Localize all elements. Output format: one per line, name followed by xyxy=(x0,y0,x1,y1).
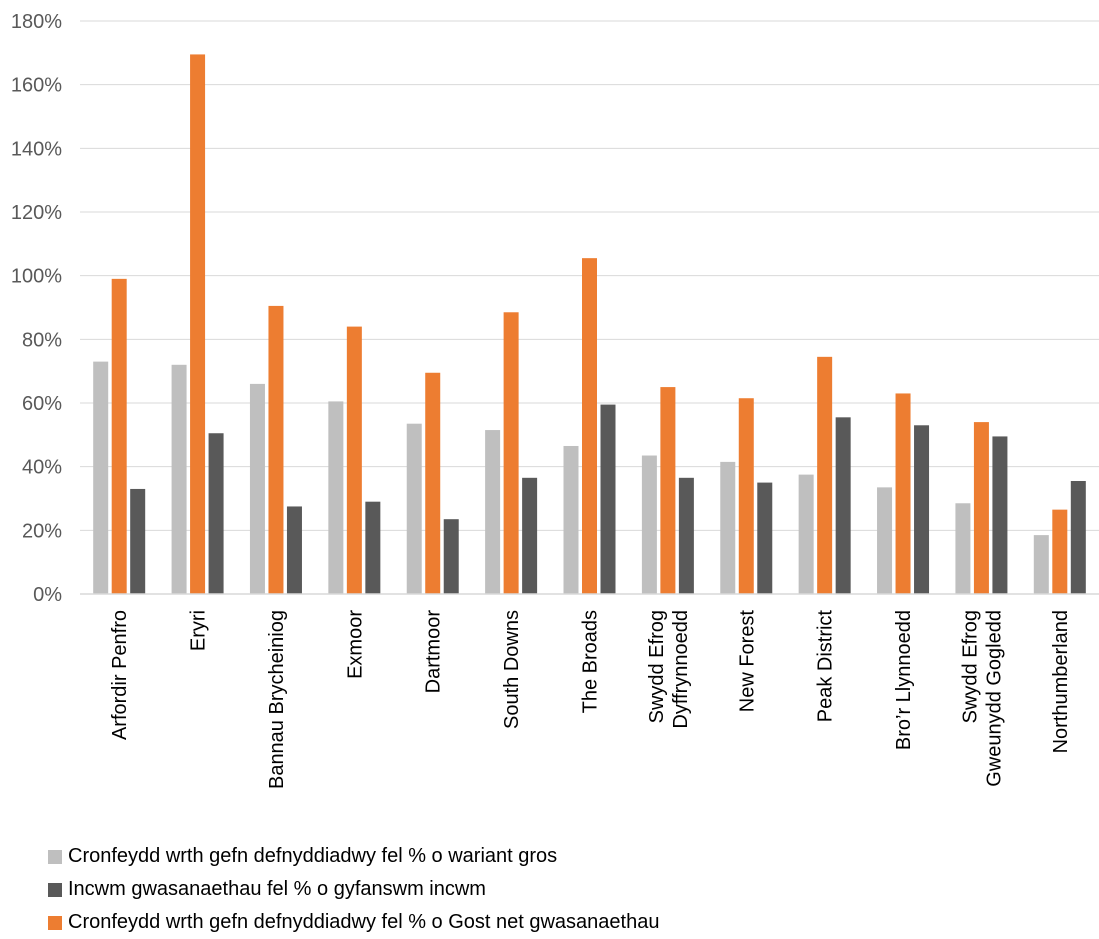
bar xyxy=(600,404,616,594)
bar xyxy=(895,393,911,594)
bar xyxy=(425,372,441,594)
bar xyxy=(798,474,814,594)
y-tick-label: 0% xyxy=(33,584,62,606)
bar xyxy=(757,482,773,594)
bar xyxy=(503,312,519,594)
bar xyxy=(660,387,676,594)
y-tick-label: 140% xyxy=(11,138,62,160)
legend-label: Cronfeydd wrth gefn defnyddiadwy fel % o… xyxy=(68,845,558,867)
bar xyxy=(678,477,694,594)
y-tick-label: 80% xyxy=(22,329,62,351)
bar xyxy=(973,422,989,594)
x-tick-label: New Forest xyxy=(736,610,758,713)
x-tick-label: Swydd Efrog xyxy=(959,610,981,723)
bar xyxy=(286,506,302,594)
bar xyxy=(955,503,971,594)
bar xyxy=(563,445,579,594)
x-tick-label: Gweunydd Gogledd xyxy=(983,610,1005,787)
x-tick-label: Arfordir Penfro xyxy=(109,610,131,740)
bar xyxy=(485,430,501,594)
bar xyxy=(111,278,127,594)
bar xyxy=(641,455,657,594)
bar xyxy=(130,488,146,594)
bar xyxy=(738,398,754,594)
bar xyxy=(1033,535,1049,594)
bar xyxy=(208,433,224,594)
bar xyxy=(93,361,109,594)
x-tick-label: Swydd Efrog xyxy=(646,610,668,723)
legend-label: Incwm gwasanaethau fel % o gyfanswm incw… xyxy=(68,878,486,900)
y-tick-label: 160% xyxy=(11,75,62,97)
bar xyxy=(1052,509,1068,594)
x-tick-label: Eryri xyxy=(188,610,210,651)
bar xyxy=(190,54,206,595)
bar xyxy=(268,305,284,594)
bar xyxy=(582,258,597,594)
bar xyxy=(171,364,187,594)
bar xyxy=(249,383,265,594)
x-tick-label: Northumberland xyxy=(1050,610,1072,753)
y-tick-label: 100% xyxy=(11,266,62,288)
y-tick-label: 60% xyxy=(22,393,62,415)
legend-swatch xyxy=(48,882,62,897)
legend-label: Cronfeydd wrth gefn defnyddiadwy fel % o… xyxy=(68,911,660,933)
legend: Cronfeydd wrth gefn defnyddiadwy fel % o… xyxy=(48,840,1088,939)
legend-item: Cronfeydd wrth gefn defnyddiadwy fel % o… xyxy=(48,840,1088,873)
legend-swatch xyxy=(48,849,62,864)
legend-item: Incwm gwasanaethau fel % o gyfanswm incw… xyxy=(48,873,1088,906)
bars xyxy=(93,54,1086,595)
chart-area: 0% 20% 40% 60% 80% 100% 120% 140% 160% 180% Arford… xyxy=(11,11,1099,789)
x-axis: Arfordir Penfro Eryri Bannau Brycheiniog Ex… xyxy=(109,610,1072,789)
bar xyxy=(328,401,344,594)
bar xyxy=(877,487,893,594)
bar xyxy=(365,501,381,594)
x-tick-label: Dyffrynnoedd xyxy=(670,610,692,729)
x-tick-label: Bro’r Llynnoedd xyxy=(893,610,915,750)
y-tick-label: 40% xyxy=(22,457,62,479)
bar xyxy=(1070,480,1086,594)
bar xyxy=(522,477,538,594)
x-tick-label: Peak District xyxy=(815,610,837,723)
x-tick-label: Dartmoor xyxy=(423,610,445,694)
y-tick-label: 20% xyxy=(22,520,62,542)
x-tick-label: Exmoor xyxy=(344,610,366,679)
bar xyxy=(817,356,833,594)
bar-chart: 0% 20% 40% 60% 80% 100% 120% 140% 160% 180% Arford… xyxy=(11,11,1099,789)
bar xyxy=(992,436,1008,594)
bar xyxy=(720,461,736,594)
legend-swatch xyxy=(48,915,62,930)
y-tick-label: 120% xyxy=(11,202,62,224)
bar xyxy=(443,519,459,594)
bar xyxy=(406,423,422,594)
bar xyxy=(346,326,362,594)
x-tick-label: South Downs xyxy=(501,610,523,729)
x-tick-label: The Broads xyxy=(580,610,602,713)
bar xyxy=(835,417,851,594)
x-tick-label: Bannau Brycheiniog xyxy=(266,610,288,789)
y-tick-label: 180% xyxy=(11,11,62,33)
legend-item: Cronfeydd wrth gefn defnyddiadwy fel % o… xyxy=(48,906,1088,939)
bar xyxy=(914,425,930,594)
